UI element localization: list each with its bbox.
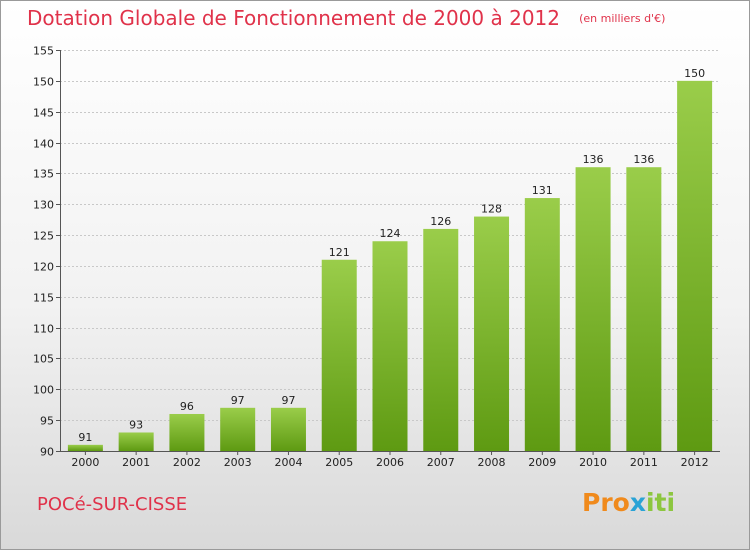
x-tick-label: 2010 [579, 456, 607, 469]
x-tick-label: 2005 [325, 456, 353, 469]
bar [169, 413, 205, 451]
bar [626, 167, 662, 451]
data-labels: 91 93 96 97 97 121 124 126 128 131 136 136 150 [78, 67, 705, 444]
x-tick-label: 2012 [681, 456, 709, 469]
bar [524, 198, 560, 451]
y-tick-label: 155 [33, 45, 54, 58]
bar [423, 228, 459, 451]
y-tick-label: 90 [40, 446, 54, 459]
chart-title: Dotation Globale de Fonctionnement de 20… [27, 6, 665, 30]
x-tick-label: 2000 [71, 456, 99, 469]
bar [474, 216, 510, 451]
data-label: 124 [380, 227, 401, 240]
town-name: POCé-SUR-CISSE [37, 494, 188, 515]
data-label: 97 [281, 394, 295, 407]
y-tick-label: 130 [33, 199, 54, 212]
bar [372, 241, 408, 451]
data-label: 96 [180, 400, 194, 413]
chart-unit: (en milliers d'€) [579, 12, 666, 25]
x-tick-label: 2003 [224, 456, 252, 469]
data-label: 97 [231, 394, 245, 407]
y-tick-label: 95 [40, 415, 54, 428]
bar [118, 432, 154, 451]
x-tick-label: 2007 [427, 456, 455, 469]
grid-lines [60, 50, 720, 452]
y-tick-label: 125 [33, 230, 54, 243]
y-tick-label: 100 [33, 384, 54, 397]
y-tick-label: 135 [33, 168, 54, 181]
data-label: 93 [129, 418, 143, 431]
data-label: 136 [633, 153, 654, 166]
y-tick-label: 145 [33, 107, 54, 120]
data-label: 121 [329, 246, 350, 259]
data-label: 150 [684, 67, 705, 80]
data-label: 131 [532, 184, 553, 197]
x-tick-label: 2009 [528, 456, 556, 469]
x-tick-label: 2011 [630, 456, 658, 469]
x-tick-label: 2004 [274, 456, 302, 469]
chart-title-text: Dotation Globale de Fonctionnement de 20… [27, 6, 560, 30]
data-label: 136 [583, 153, 604, 166]
y-tick-label: 110 [33, 323, 54, 336]
bars [67, 80, 713, 451]
bar [321, 259, 357, 451]
x-tick-label: 2001 [122, 456, 150, 469]
logo-part-1: Pro [582, 488, 630, 517]
data-label: 91 [78, 431, 92, 444]
y-tick-label: 105 [33, 353, 54, 366]
y-tick-label: 120 [33, 261, 54, 274]
logo-part-2: x [629, 488, 646, 517]
bar [220, 407, 256, 451]
bar [67, 444, 103, 451]
logo-part-3: iti [645, 488, 676, 517]
proxiti-logo[interactable]: Proxiti [582, 488, 675, 517]
x-tick-label: 2008 [478, 456, 506, 469]
bar [270, 407, 306, 451]
axes: 90 95 100 105 110 115 120 125 130 135 140 145 150 155… [33, 45, 720, 469]
y-tick-label: 115 [33, 292, 54, 305]
bar [677, 80, 713, 451]
y-tick-label: 150 [33, 76, 54, 89]
y-tick-label: 140 [33, 138, 54, 151]
x-tick-label: 2006 [376, 456, 404, 469]
data-label: 126 [430, 215, 451, 228]
bar [575, 167, 611, 451]
data-label: 128 [481, 203, 502, 216]
x-tick-label: 2002 [173, 456, 201, 469]
